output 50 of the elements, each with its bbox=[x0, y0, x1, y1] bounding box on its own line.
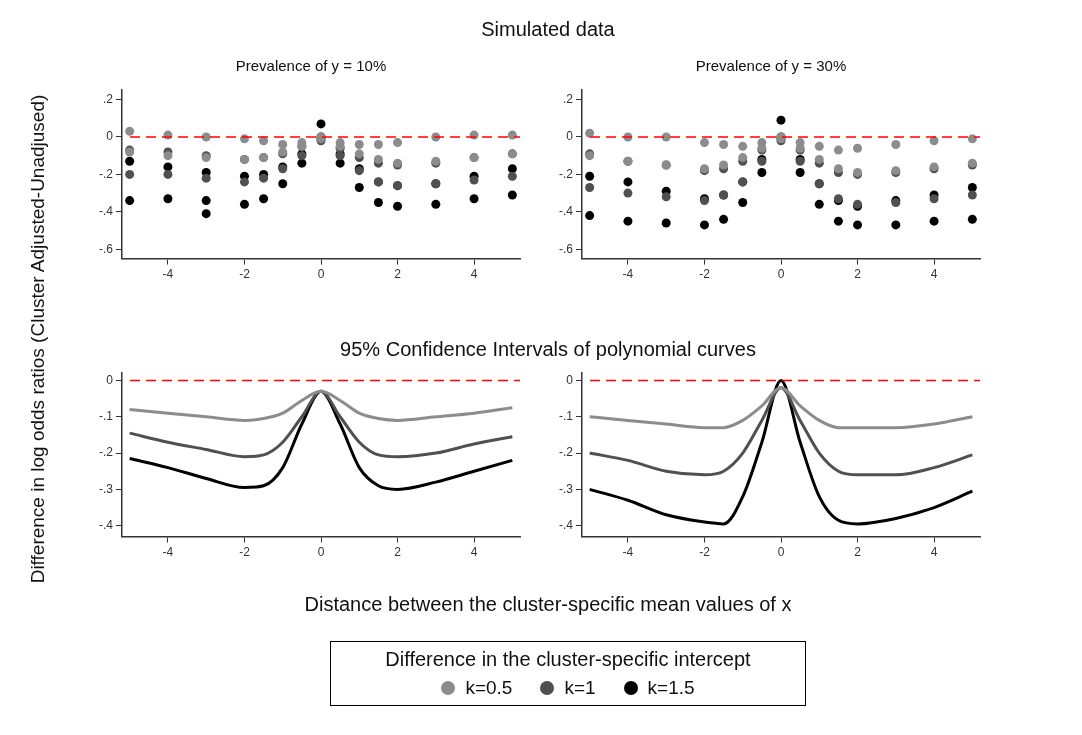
chart-subtitle: Prevalence of y = 10% bbox=[234, 56, 388, 76]
y-tick-label: -.3 bbox=[98, 481, 114, 496]
y-tick-label: 0 bbox=[566, 372, 574, 387]
legend-label: k=0.5 bbox=[465, 677, 513, 699]
y-tick-label: -.4 bbox=[98, 204, 114, 219]
x-tick-label: 0 bbox=[777, 267, 785, 282]
x-tick-label: 4 bbox=[470, 545, 478, 560]
x-tick-label: 2 bbox=[394, 267, 402, 282]
y-tick-label: 0 bbox=[566, 129, 574, 144]
x-tick-label: 4 bbox=[470, 267, 478, 282]
x-tick-label: -4 bbox=[162, 267, 174, 282]
y-tick-label: -.6 bbox=[98, 241, 114, 256]
y-tick-label: 0 bbox=[106, 129, 114, 144]
chart-subtitle: Prevalence of y = 30% bbox=[694, 56, 848, 76]
y-tick-label: -.4 bbox=[558, 204, 574, 219]
y-tick-label: -.1 bbox=[98, 409, 114, 424]
y-tick-label: -.1 bbox=[558, 409, 574, 424]
y-tick-label: -.3 bbox=[558, 481, 574, 496]
y-tick-label: -.4 bbox=[558, 518, 574, 533]
y-tick-label: -.2 bbox=[558, 445, 574, 460]
x-axis-title: Distance between the cluster-specific mean values of x bbox=[303, 593, 793, 616]
x-tick-label: -2 bbox=[699, 267, 711, 282]
legend-label: k=1.5 bbox=[647, 677, 695, 699]
x-tick-label: -2 bbox=[239, 545, 251, 560]
x-tick-label: 4 bbox=[930, 267, 938, 282]
y-axis-title: Difference in log odds ratios (Cluster Adjusted-Unadjused) bbox=[27, 93, 49, 586]
y-tick-label: -.2 bbox=[98, 166, 114, 181]
y-tick-label: -.2 bbox=[558, 166, 574, 181]
y-tick-label: .2 bbox=[102, 91, 114, 106]
x-tick-label: 2 bbox=[854, 267, 862, 282]
x-tick-label: 2 bbox=[394, 545, 402, 560]
legend-title: Difference in the cluster-specific intercept bbox=[384, 648, 752, 671]
chart-title: 95% Confidence Intervals of polynomial curves bbox=[339, 338, 757, 361]
y-tick-label: -.6 bbox=[558, 241, 574, 256]
x-tick-label: -4 bbox=[622, 545, 634, 560]
legend-label: k=1 bbox=[564, 677, 596, 699]
x-tick-label: -4 bbox=[622, 267, 634, 282]
x-tick-label: 4 bbox=[930, 545, 938, 560]
x-tick-label: -4 bbox=[162, 545, 174, 560]
x-tick-label: 0 bbox=[317, 267, 325, 282]
x-tick-label: -2 bbox=[239, 267, 251, 282]
x-tick-label: -2 bbox=[699, 545, 711, 560]
x-tick-label: 0 bbox=[317, 545, 325, 560]
chart-title: Simulated data bbox=[480, 18, 616, 41]
y-tick-label: .2 bbox=[562, 91, 574, 106]
y-tick-label: -.2 bbox=[98, 445, 114, 460]
y-tick-label: -.4 bbox=[98, 518, 114, 533]
y-tick-label: 0 bbox=[106, 372, 114, 387]
x-tick-label: 0 bbox=[777, 545, 785, 560]
x-tick-label: 2 bbox=[854, 545, 862, 560]
